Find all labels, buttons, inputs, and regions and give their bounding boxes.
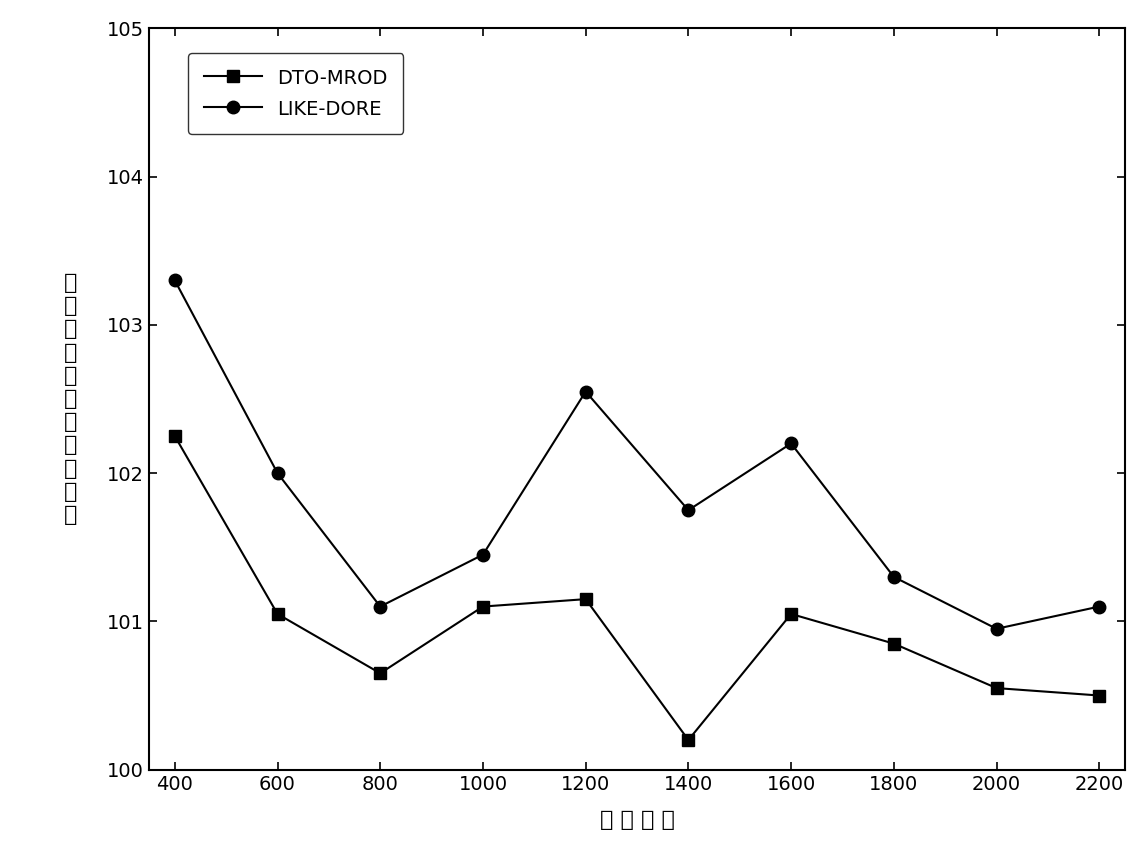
X-axis label: 节 点 数 量: 节 点 数 量 [600,810,674,831]
DTO-MROD [271,608,284,619]
Text: 平
均
延
时
（
纳
秒
每
比
特
）: 平 均 延 时 （ 纳 秒 每 比 特 ） [64,273,78,525]
LIKE-DORE [785,438,798,448]
DTO-MROD [167,431,181,441]
LIKE-DORE [476,550,490,560]
DTO-MROD [373,668,387,678]
LIKE-DORE [990,624,1004,634]
LIKE-DORE [579,386,593,397]
Line: LIKE-DORE: LIKE-DORE [169,274,1106,635]
DTO-MROD [785,608,798,619]
Line: DTO-MROD: DTO-MROD [170,431,1105,745]
LIKE-DORE [373,602,387,612]
Legend: DTO-MROD, LIKE-DORE: DTO-MROD, LIKE-DORE [188,53,404,134]
DTO-MROD [476,602,490,612]
DTO-MROD [681,735,695,745]
LIKE-DORE [167,275,181,285]
DTO-MROD [887,638,900,648]
DTO-MROD [990,683,1004,694]
DTO-MROD [579,594,593,604]
LIKE-DORE [271,468,284,478]
DTO-MROD [1092,690,1106,700]
LIKE-DORE [681,505,695,516]
LIKE-DORE [1092,602,1106,612]
LIKE-DORE [887,572,900,582]
